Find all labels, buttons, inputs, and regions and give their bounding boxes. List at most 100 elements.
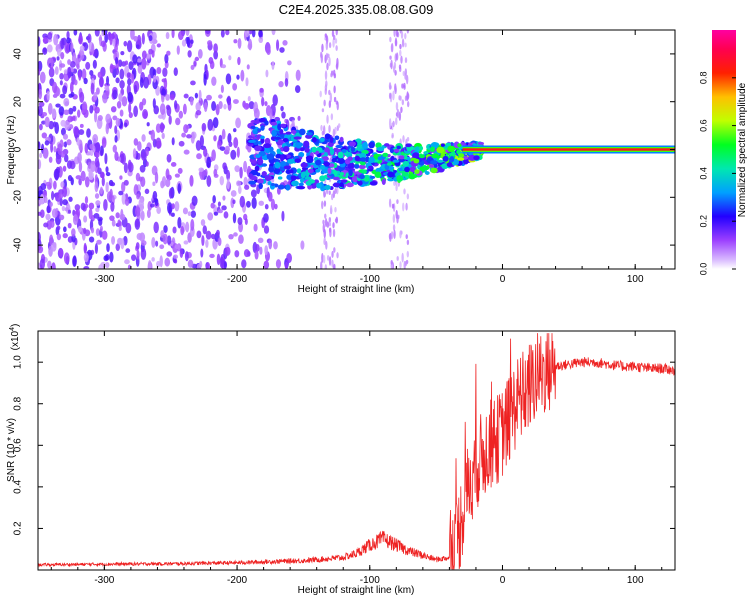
spectrogram-cell [225, 73, 232, 85]
spectrogram-cell [278, 81, 284, 88]
spectrogram-cell [328, 221, 332, 227]
spectrogram-cell [92, 145, 96, 153]
spectrogram-cell [298, 128, 306, 136]
spectrogram-cell [288, 169, 294, 174]
spectrogram-cell [46, 90, 50, 101]
spectrogram-cell [187, 211, 192, 217]
spectrogram-cell [404, 32, 407, 40]
spectrogram-cell [319, 137, 325, 143]
spectrogram-cell [323, 228, 326, 239]
spectrogram-cell [261, 163, 268, 167]
spectrogram-cell [213, 43, 218, 53]
spectrogram-cell [141, 134, 146, 142]
spectrogram-cell [190, 218, 195, 231]
spectrogram-cell [190, 64, 195, 70]
spectrogram-cell [325, 240, 328, 250]
spectrogram-cell [287, 60, 292, 66]
spectrogram-ytick-label: -40 [13, 237, 24, 252]
spectrogram-cell [174, 173, 180, 178]
spectrogram-cell [315, 168, 321, 173]
spectrogram-cell [414, 169, 420, 174]
spectrogram-cell [324, 33, 328, 38]
spectrogram-cell [276, 148, 281, 154]
spectrogram-cell [177, 183, 181, 194]
spectrogram-cell [389, 36, 392, 43]
spectrogram-cell [279, 47, 285, 53]
spectrogram-cell [89, 70, 94, 76]
spectrogram-cell [174, 201, 180, 212]
spectrogram-cell [141, 57, 147, 70]
spectrogram-cell [337, 157, 345, 165]
spectrogram-cell [328, 256, 332, 266]
spectrogram-cell [233, 99, 239, 105]
spectrogram-cell [235, 117, 241, 129]
spectrogram-cell [335, 63, 339, 70]
spectrogram-cell [272, 94, 278, 107]
spectrogram-cell [423, 165, 430, 171]
spectrogram-cell [173, 258, 178, 264]
spectrogram-cell [182, 207, 188, 215]
spectrogram-cell [244, 218, 248, 225]
spectrogram-cell [44, 116, 50, 128]
spectrogram-cell [393, 61, 397, 70]
spectrogram-cell [332, 38, 335, 48]
spectrogram-cell [277, 139, 284, 146]
spectrogram-cell [118, 59, 123, 67]
spectrogram-cell [405, 143, 412, 148]
spectrogram-cell [449, 155, 455, 163]
snr-xtick-label: -200 [227, 575, 247, 586]
spectrogram-cell [80, 170, 86, 182]
spectrogram-cell [125, 222, 132, 234]
spectrogram-cell [149, 203, 155, 208]
spectrogram-cell [97, 71, 103, 78]
spectrogram-cell [38, 199, 43, 205]
spectrogram-cell [53, 180, 57, 190]
spectrogram-cell [390, 259, 393, 265]
spectrogram-cell [118, 225, 122, 232]
spectrogram-cell [69, 61, 76, 68]
spectrogram-cell [90, 226, 95, 234]
spectrogram-cell [311, 137, 317, 143]
spectrogram-cell [124, 259, 130, 265]
spectrogram-cell [110, 181, 116, 187]
spectrogram-cell [156, 260, 161, 268]
spectrogram-cell [44, 140, 50, 146]
spectrogram-cell [96, 239, 102, 245]
spectrogram-cell [285, 184, 291, 191]
spectrogram-cell [47, 102, 53, 115]
spectrogram-cell [293, 136, 302, 140]
spectrogram-cell [177, 216, 182, 229]
spectrogram-cell [324, 147, 330, 153]
spectrogram-cell [258, 30, 263, 38]
spectrogram-cell [261, 96, 265, 107]
spectrogram-cell [274, 161, 281, 169]
spectrogram-cell [150, 129, 156, 141]
spectrogram-cell [48, 67, 55, 78]
spectrogram-cell [265, 147, 270, 154]
spectrogram-cell [152, 181, 156, 186]
spectrogram-cell [264, 120, 269, 126]
spectrogram-cell [329, 228, 332, 238]
spectrogram-cell [403, 260, 406, 269]
spectrogram-cell [244, 30, 250, 38]
spectrogram-cell [171, 203, 175, 210]
spectrogram-cell [266, 153, 275, 160]
spectrogram-cell [45, 181, 52, 187]
spectrogram-cell [114, 151, 119, 162]
spectrogram-cell [393, 148, 400, 153]
snr-ytick-label: 0.6 [13, 438, 24, 452]
spectrogram-cell [300, 240, 305, 250]
spectrogram-cell [132, 54, 138, 64]
spectrogram-cell [133, 35, 139, 42]
spectrogram-cell [395, 184, 398, 192]
spectrogram-cell [38, 88, 43, 100]
spectrogram-cell [101, 176, 105, 187]
spectrogram-cell [63, 97, 70, 107]
spectrogram-cell [316, 182, 322, 189]
spectrogram-cell [205, 262, 211, 269]
spectrogram-cell [75, 175, 82, 180]
spectrogram-cell [202, 225, 208, 235]
spectrogram-cell [404, 68, 408, 76]
spectrogram-cell [213, 135, 217, 142]
spectrogram-cell [361, 142, 368, 149]
